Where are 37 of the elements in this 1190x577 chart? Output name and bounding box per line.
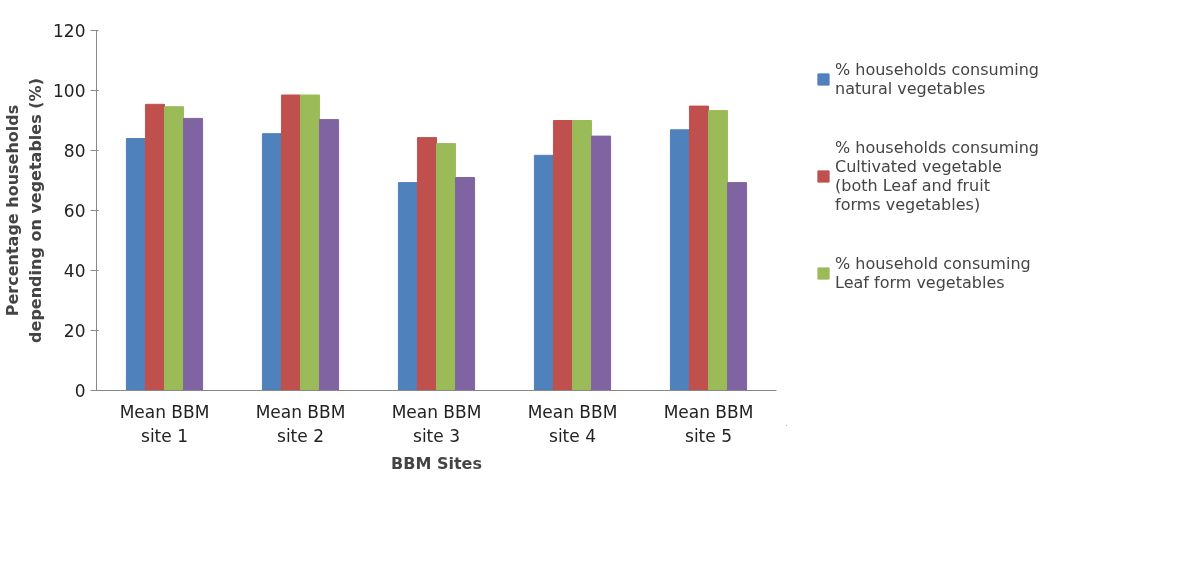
bar [397, 182, 418, 391]
x-tick-label: Mean BBM site 3 [391, 401, 482, 446]
bar [533, 154, 554, 391]
bar [436, 143, 457, 391]
legend-label: % households consuming natural vegetables [835, 60, 1040, 98]
legend-label: % household consuming Leaf form vegetables [835, 254, 1031, 292]
x-tick-label: Mean BBM site 5 [663, 401, 754, 446]
y-tick-label: 100 [53, 81, 86, 101]
bar [669, 129, 690, 391]
x-tick-label: Mean BBM site 2 [255, 401, 346, 446]
y-tick-label: 20 [63, 321, 86, 341]
bar [164, 106, 185, 391]
y-tick-label: 60 [63, 201, 86, 221]
bar [125, 138, 146, 391]
x-tick-label: Mean BBM site 1 [119, 401, 210, 446]
legend-label: % households consuming Cultivated vegetable (both Leaf and fruit forms vegetables) [835, 138, 1040, 214]
bar [416, 137, 437, 391]
bar [300, 94, 321, 391]
y-tick-label: 80 [63, 141, 86, 161]
x-axis-title: BBM Sites [391, 453, 482, 473]
bar [591, 135, 612, 391]
bar [144, 103, 165, 391]
bar [552, 120, 573, 391]
bar [455, 177, 476, 391]
bar [708, 110, 729, 391]
bar [280, 94, 301, 391]
bar [688, 105, 709, 391]
bar [727, 182, 748, 391]
y-axis-title: Percentage households depending on vegetables (%) [3, 78, 46, 343]
bar [572, 120, 593, 391]
bar [183, 117, 204, 391]
bar [261, 133, 282, 391]
x-tick-label: Mean BBM site 4 [527, 401, 618, 446]
y-tick-label: 0 [74, 381, 86, 401]
y-tick-label: 120 [53, 21, 86, 41]
y-tick-label: 40 [63, 261, 86, 281]
bar [319, 119, 340, 391]
